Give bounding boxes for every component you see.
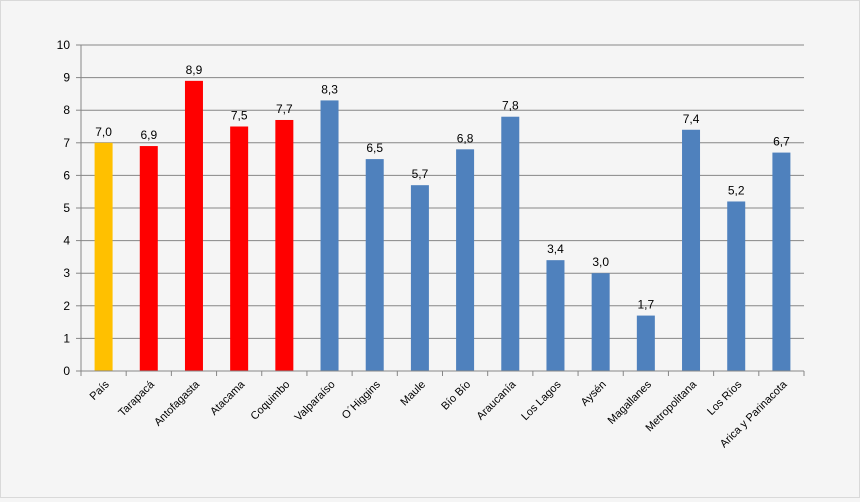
y-tick-label: 2 — [63, 299, 70, 313]
y-tick-label: 3 — [63, 266, 70, 280]
y-tick-label: 4 — [63, 234, 70, 248]
x-tick-label: Coquimbo — [249, 379, 293, 423]
y-tick-label: 1 — [63, 331, 70, 345]
bar — [275, 119, 294, 371]
x-tick-label: O´Higgins — [340, 378, 383, 421]
bar — [501, 116, 520, 371]
bars — [94, 80, 791, 372]
data-label: 6,7 — [773, 135, 790, 149]
x-tick-label: País — [88, 378, 112, 402]
y-tick-label: 8 — [63, 103, 70, 117]
bar — [456, 149, 475, 371]
y-tick-label: 0 — [63, 364, 70, 378]
bar — [230, 126, 249, 371]
bar — [682, 129, 701, 371]
bar — [772, 152, 791, 371]
bar — [546, 260, 565, 371]
y-tick-label: 10 — [57, 38, 71, 52]
data-label: 6,9 — [140, 128, 157, 142]
x-tick-label: Magallanes — [606, 378, 655, 427]
x-tick-label: Antofagasta — [152, 378, 203, 429]
x-tick-label: Araucanía — [474, 378, 519, 423]
x-tick-label: Tarapacá — [116, 378, 157, 419]
data-label: 6,5 — [366, 141, 383, 155]
data-label: 7,5 — [231, 109, 248, 123]
x-tick-label: Valparaíso — [293, 379, 338, 424]
data-label: 1,7 — [638, 298, 655, 312]
x-tick-label: Los Lagos — [519, 378, 564, 423]
data-label: 3,4 — [547, 242, 564, 256]
bar — [636, 315, 655, 371]
bar — [410, 185, 429, 371]
bar — [139, 146, 158, 371]
data-label: 3,0 — [592, 255, 609, 269]
data-label: 7,7 — [276, 102, 293, 116]
bar — [591, 273, 610, 371]
axes — [76, 44, 805, 376]
x-tick-label: Maule — [398, 379, 428, 409]
x-tick-label: Bío Bío — [439, 379, 473, 413]
y-tick-label: 6 — [63, 168, 70, 182]
data-label: 8,3 — [321, 82, 338, 96]
x-tick-label: Atacama — [208, 378, 248, 418]
bar — [727, 201, 746, 371]
data-label: 7,4 — [683, 112, 700, 126]
data-label: 8,9 — [186, 63, 203, 77]
data-label: 5,7 — [412, 167, 429, 181]
bar — [365, 159, 384, 371]
y-tick-label: 5 — [63, 201, 70, 215]
y-tick-label: 9 — [63, 71, 70, 85]
bar — [94, 142, 113, 371]
data-label: 5,2 — [728, 183, 745, 197]
y-tick-label: 7 — [63, 136, 70, 150]
bar — [184, 80, 203, 372]
data-label: 7,0 — [95, 125, 112, 139]
x-tick-label: Los Ríos — [705, 378, 745, 418]
x-tick-label: Aysén — [579, 379, 609, 409]
data-label: 7,8 — [502, 99, 519, 113]
bar — [320, 100, 339, 372]
data-label: 6,8 — [457, 131, 474, 145]
